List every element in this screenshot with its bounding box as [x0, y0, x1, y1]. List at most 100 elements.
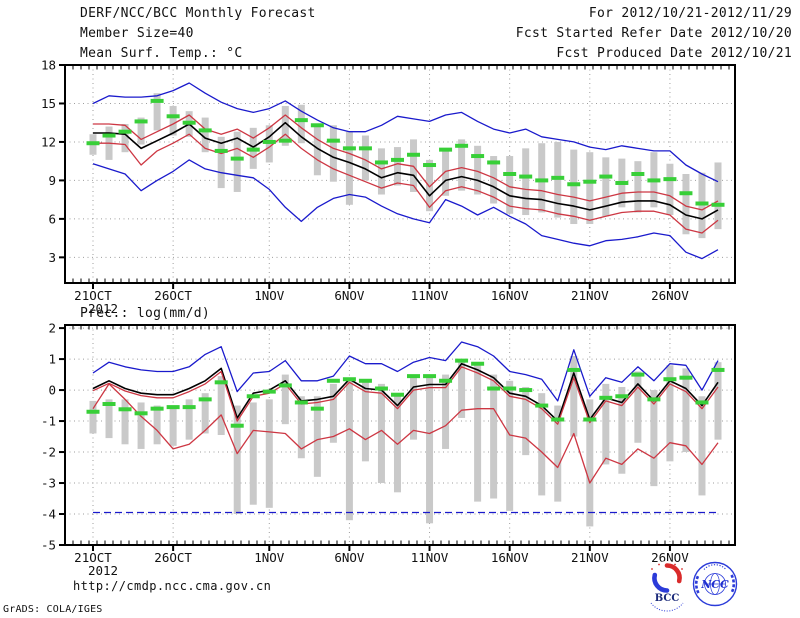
- member-spread-bar: [634, 161, 642, 213]
- ncc-wreath-right: [730, 574, 736, 594]
- member-spread-bar: [538, 143, 546, 213]
- series-ensemble-mean: [93, 121, 719, 220]
- member-spread-bar: [602, 157, 610, 217]
- y-tick-label: 1: [48, 352, 56, 367]
- bcc-char-dot: [651, 568, 653, 570]
- member-spread-bar: [377, 383, 385, 484]
- member-spread-bar: [618, 386, 626, 474]
- member-spread-bar: [474, 145, 482, 195]
- x-year-label: 2012: [88, 563, 118, 578]
- y-tick-label: 3: [48, 250, 56, 265]
- member-spread-bar: [714, 362, 722, 440]
- member-spread-bar: [554, 405, 562, 502]
- ncc-logo: NCC: [692, 561, 738, 607]
- produced-date-label: Fcst Produced Date 2012/10/21: [556, 46, 792, 61]
- series-ensemble-max: [92, 82, 719, 183]
- member-spread-bar: [121, 399, 129, 445]
- member-spread-bar: [442, 149, 450, 196]
- x-tick-label: 21OCT: [74, 288, 112, 303]
- y-tick-label: 0: [48, 383, 56, 398]
- y-tick-label: 9: [48, 173, 56, 188]
- member-spread-bar: [217, 136, 225, 189]
- x-tick-label: 21NOV: [571, 550, 609, 565]
- member-spread-bar: [201, 393, 209, 434]
- y-tick-label: -1: [41, 414, 56, 429]
- member-spread-bar: [506, 380, 514, 511]
- member-spread-bar: [249, 402, 257, 505]
- y-tick-label: -2: [41, 445, 56, 460]
- member-spread-bar: [201, 117, 209, 153]
- bcc-char-dot: [658, 563, 660, 566]
- bcc-arc-text: [650, 602, 684, 612]
- member-spread-bar: [602, 383, 610, 465]
- x-tick-label: 26OCT: [154, 550, 192, 565]
- grads-credit: GrADS: COLA/IGES: [3, 604, 103, 615]
- member-spread-bar: [169, 106, 177, 136]
- member-spread-bar: [522, 148, 530, 216]
- series-mean-minus-std: [92, 383, 719, 484]
- member-spread-bar: [121, 123, 129, 153]
- member-spread-bar: [361, 135, 369, 181]
- member-spread-bar: [265, 399, 273, 508]
- series-ensemble-max: [92, 341, 719, 402]
- member-spread-bar: [490, 156, 498, 204]
- member-spread-bar: [297, 396, 305, 459]
- bcc-char-dot: [681, 568, 683, 570]
- series-mean-minus-std: [93, 133, 719, 234]
- series-ensemble-min: [92, 159, 719, 260]
- member-spread-bar: [458, 139, 466, 191]
- member-spread-bar: [714, 162, 722, 230]
- member-spread-bar: [426, 374, 434, 524]
- y-tick-label: 15: [41, 96, 56, 111]
- y-tick-label: -4: [41, 507, 56, 522]
- member-spread-bar: [137, 117, 145, 145]
- member-spread-bar: [634, 371, 642, 443]
- y-tick-label: -3: [41, 476, 56, 491]
- x-tick-label: 26OCT: [154, 288, 192, 303]
- member-spread-bar: [474, 362, 482, 502]
- plot-frame: [64, 64, 736, 284]
- refer-date-label: Fcst Started Refer Date 2012/10/20: [515, 26, 792, 41]
- member-spread-bar: [345, 377, 353, 521]
- bcc-char-dot: [674, 563, 676, 566]
- member-spread-bar: [185, 399, 193, 440]
- x-tick-label: 21NOV: [571, 288, 609, 303]
- y-tick-label: 6: [48, 211, 56, 226]
- member-spread-bar: [570, 149, 578, 225]
- agency-logos: BCC NCC: [644, 561, 738, 612]
- member-spread-bar: [650, 390, 658, 487]
- series-ensemble-mean: [92, 362, 719, 422]
- member-spread-bar: [329, 125, 337, 182]
- member-spread-bar: [522, 386, 530, 456]
- x-tick-label: 1NOV: [254, 288, 285, 303]
- x-tick-label: 6NOV: [334, 288, 365, 303]
- y-tick-label: -5: [41, 538, 56, 553]
- member-spread-bar: [105, 399, 113, 439]
- member-spread-bar: [153, 93, 161, 131]
- member-spread-bar: [426, 159, 434, 212]
- bcc-logo: BCC: [644, 561, 690, 612]
- x-year-label: 2012: [88, 301, 118, 316]
- y-tick-label: 12: [41, 134, 56, 149]
- member-spread-bar: [281, 106, 289, 146]
- ncc-arc-text: [703, 564, 727, 570]
- member-spread-bar: [586, 152, 594, 225]
- x-tick-label: 16NOV: [491, 550, 529, 565]
- member-spread-bar: [586, 399, 594, 527]
- series-mean-plus-std: [92, 366, 719, 425]
- page-title: DERF/NCC/BCC Monthly Forecast: [80, 6, 316, 21]
- member-spread-bar: [538, 393, 546, 496]
- precip-chart-title: Prec.: log(mm/d): [80, 306, 211, 321]
- member-spread-bar: [570, 355, 578, 437]
- member-spread-bar: [377, 148, 385, 195]
- member-spread-bar: [666, 163, 674, 216]
- member-spread-bar: [281, 374, 289, 425]
- member-spread-bar: [506, 156, 514, 214]
- member-spread-bar: [666, 365, 674, 462]
- member-spread-bar: [410, 374, 418, 440]
- series-mean-plus-std: [93, 114, 719, 211]
